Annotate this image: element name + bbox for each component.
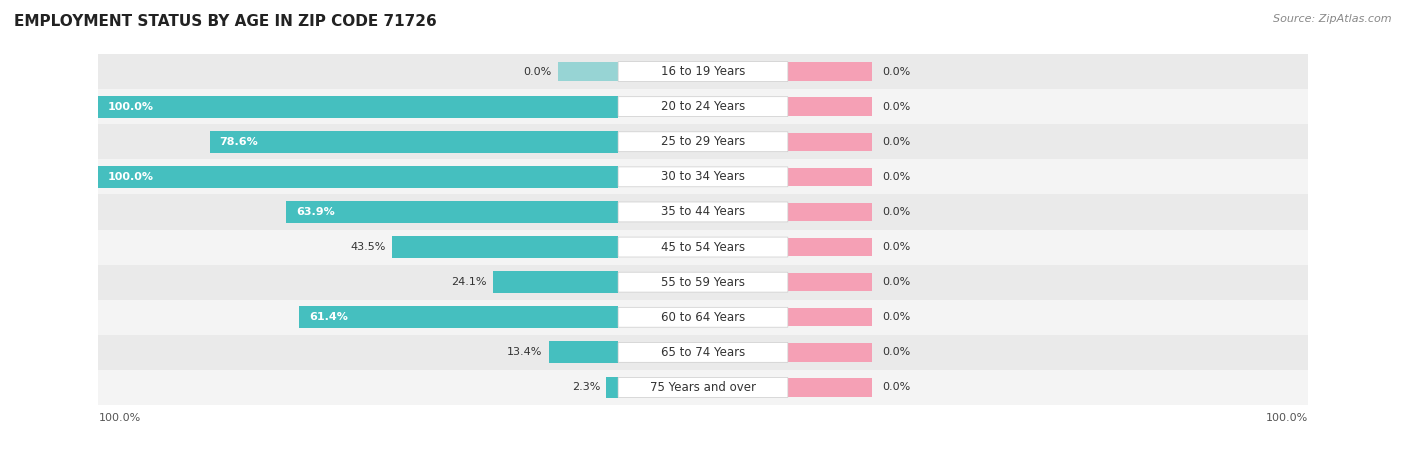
Text: 0.0%: 0.0%	[882, 277, 910, 287]
Bar	[98, 166, 619, 188]
Text: 0.0%: 0.0%	[882, 312, 910, 322]
Text: 0.0%: 0.0%	[882, 102, 910, 112]
Text: 0.0%: 0.0%	[523, 67, 551, 76]
FancyBboxPatch shape	[619, 237, 787, 257]
Text: 45 to 54 Years: 45 to 54 Years	[661, 241, 745, 253]
Bar	[209, 131, 619, 153]
Bar	[98, 124, 1308, 159]
FancyBboxPatch shape	[619, 132, 787, 152]
Text: 60 to 64 Years: 60 to 64 Years	[661, 311, 745, 324]
Text: 25 to 29 Years: 25 to 29 Years	[661, 135, 745, 148]
Text: 65 to 74 Years: 65 to 74 Years	[661, 346, 745, 359]
Text: 24.1%: 24.1%	[451, 277, 486, 287]
Text: 0.0%: 0.0%	[882, 347, 910, 357]
Bar	[98, 194, 1308, 230]
Bar	[787, 238, 872, 256]
FancyBboxPatch shape	[619, 202, 787, 222]
Bar	[787, 62, 872, 81]
Text: 100.0%: 100.0%	[108, 102, 155, 112]
Bar	[98, 370, 1308, 405]
Bar	[285, 201, 619, 223]
Bar	[494, 271, 619, 293]
Text: 16 to 19 Years: 16 to 19 Years	[661, 65, 745, 78]
FancyBboxPatch shape	[619, 97, 787, 117]
Bar	[787, 378, 872, 397]
Text: 0.0%: 0.0%	[882, 207, 910, 217]
Bar	[787, 343, 872, 362]
Bar	[787, 132, 872, 151]
Text: 43.5%: 43.5%	[350, 242, 387, 252]
FancyBboxPatch shape	[619, 342, 787, 362]
Bar	[787, 167, 872, 186]
Text: Source: ZipAtlas.com: Source: ZipAtlas.com	[1274, 14, 1392, 23]
Bar	[98, 89, 1308, 124]
Text: 13.4%: 13.4%	[508, 347, 543, 357]
Text: 30 to 34 Years: 30 to 34 Years	[661, 171, 745, 183]
Bar	[98, 96, 619, 117]
FancyBboxPatch shape	[619, 272, 787, 292]
Bar	[98, 335, 1308, 370]
Text: 100.0%: 100.0%	[108, 172, 155, 182]
Bar	[299, 306, 619, 328]
Bar	[98, 54, 1308, 89]
Bar	[787, 308, 872, 327]
Text: 0.0%: 0.0%	[882, 382, 910, 392]
Bar	[558, 62, 619, 81]
Bar	[787, 97, 872, 116]
Text: 78.6%: 78.6%	[219, 137, 259, 147]
Text: 61.4%: 61.4%	[309, 312, 347, 322]
Bar	[787, 202, 872, 221]
Text: 75 Years and over: 75 Years and over	[650, 381, 756, 394]
FancyBboxPatch shape	[619, 378, 787, 397]
Bar	[548, 342, 619, 363]
Bar	[98, 230, 1308, 265]
Text: 0.0%: 0.0%	[882, 172, 910, 182]
Bar	[606, 377, 619, 398]
Text: EMPLOYMENT STATUS BY AGE IN ZIP CODE 71726: EMPLOYMENT STATUS BY AGE IN ZIP CODE 717…	[14, 14, 437, 28]
FancyBboxPatch shape	[619, 307, 787, 327]
Bar	[392, 236, 619, 258]
Text: 100.0%: 100.0%	[98, 413, 141, 423]
Text: 20 to 24 Years: 20 to 24 Years	[661, 100, 745, 113]
Text: 35 to 44 Years: 35 to 44 Years	[661, 206, 745, 218]
Text: 0.0%: 0.0%	[882, 137, 910, 147]
FancyBboxPatch shape	[619, 62, 787, 81]
Text: 55 to 59 Years: 55 to 59 Years	[661, 276, 745, 288]
Bar	[98, 300, 1308, 335]
Text: 0.0%: 0.0%	[882, 67, 910, 76]
Text: 0.0%: 0.0%	[882, 242, 910, 252]
FancyBboxPatch shape	[619, 167, 787, 187]
Text: 63.9%: 63.9%	[295, 207, 335, 217]
Bar	[98, 265, 1308, 300]
Text: 100.0%: 100.0%	[1265, 413, 1308, 423]
Text: 2.3%: 2.3%	[572, 382, 600, 392]
Bar	[787, 273, 872, 292]
Bar	[98, 159, 1308, 194]
